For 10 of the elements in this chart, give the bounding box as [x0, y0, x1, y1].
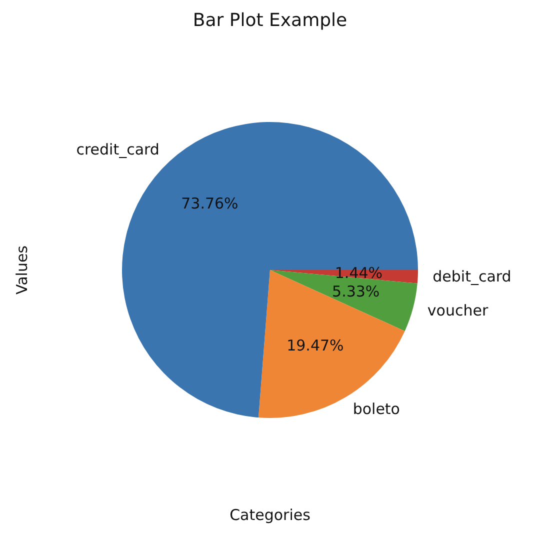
slice-label: credit_card [76, 140, 160, 158]
text: Categories [228, 506, 312, 524]
chart-title: Bar Plot Example [192, 10, 348, 31]
slice-label: voucher [427, 301, 489, 320]
text: Values [13, 245, 31, 295]
data-label: 5.33% [332, 282, 380, 301]
data-label: 19.47% [286, 336, 344, 354]
data-label: 73.76% [181, 194, 238, 213]
slice-label: debit_card [432, 267, 512, 286]
slice-label: boleto [352, 400, 400, 418]
